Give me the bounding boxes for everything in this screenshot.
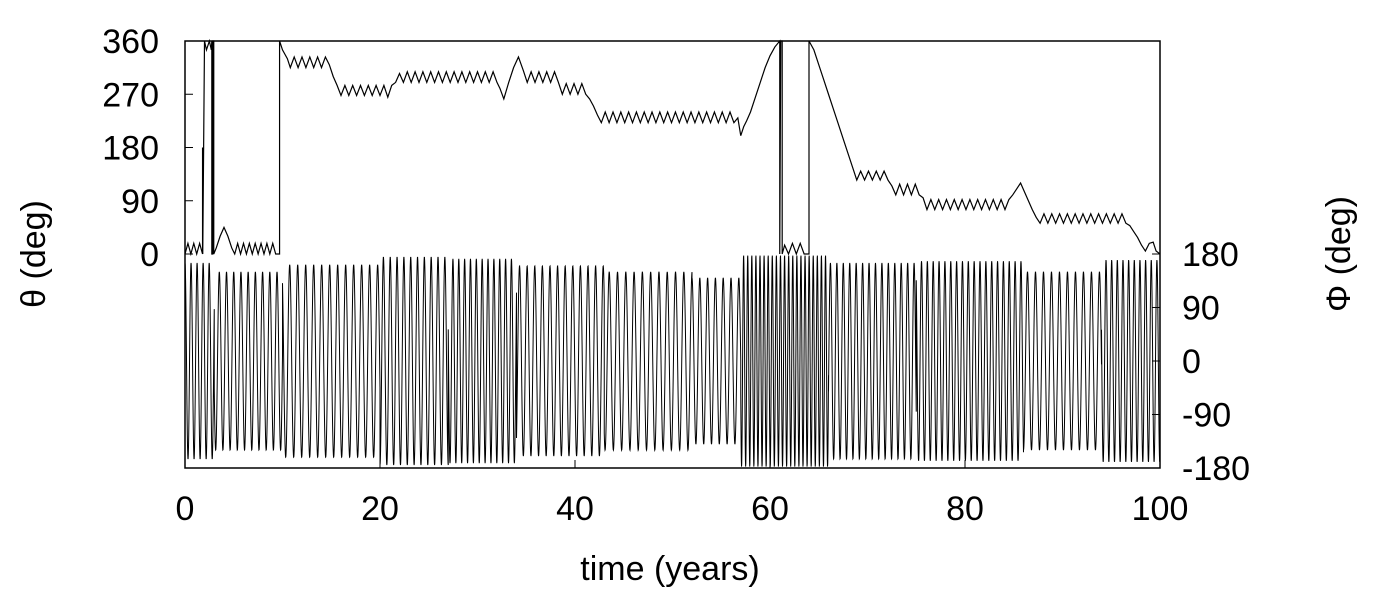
theta-tick-labels: 360 270 180 90 0 bbox=[102, 23, 193, 274]
theta-axis-label: θ (deg) bbox=[15, 200, 53, 308]
phi-series-line bbox=[184, 255, 1161, 467]
phi-tick-label: 0 bbox=[1182, 343, 1201, 381]
time-tick-label: 60 bbox=[751, 490, 789, 528]
time-tick-label: 20 bbox=[361, 490, 399, 528]
time-tick-label: 40 bbox=[556, 490, 594, 528]
theta-tick-label: 90 bbox=[121, 183, 159, 221]
time-tick-label: 0 bbox=[176, 490, 195, 528]
x-axis-label: time (years) bbox=[580, 550, 759, 588]
phi-series-group bbox=[184, 255, 1161, 467]
theta-tick-label: 180 bbox=[102, 130, 159, 168]
phi-tick-labels: 180 90 0 -90 -180 bbox=[1152, 236, 1250, 488]
time-tick-labels: 0 20 40 60 80 100 bbox=[176, 460, 1189, 528]
theta-tick-label: 0 bbox=[140, 236, 159, 274]
theta-tick-label: 270 bbox=[102, 76, 159, 114]
theta-tick-label: 360 bbox=[102, 23, 159, 61]
phi-tick-label: 90 bbox=[1182, 290, 1220, 328]
phi-tick-label: 180 bbox=[1182, 236, 1239, 274]
time-tick-label: 80 bbox=[946, 490, 984, 528]
phi-tick-label: -180 bbox=[1182, 450, 1250, 488]
theta-series-line bbox=[184, 38, 1161, 257]
theta-series-group bbox=[184, 38, 1161, 257]
phi-axis-label: Φ (deg) bbox=[1320, 196, 1358, 312]
phi-tick-label: -90 bbox=[1182, 397, 1231, 435]
time-tick-label: 100 bbox=[1132, 490, 1189, 528]
